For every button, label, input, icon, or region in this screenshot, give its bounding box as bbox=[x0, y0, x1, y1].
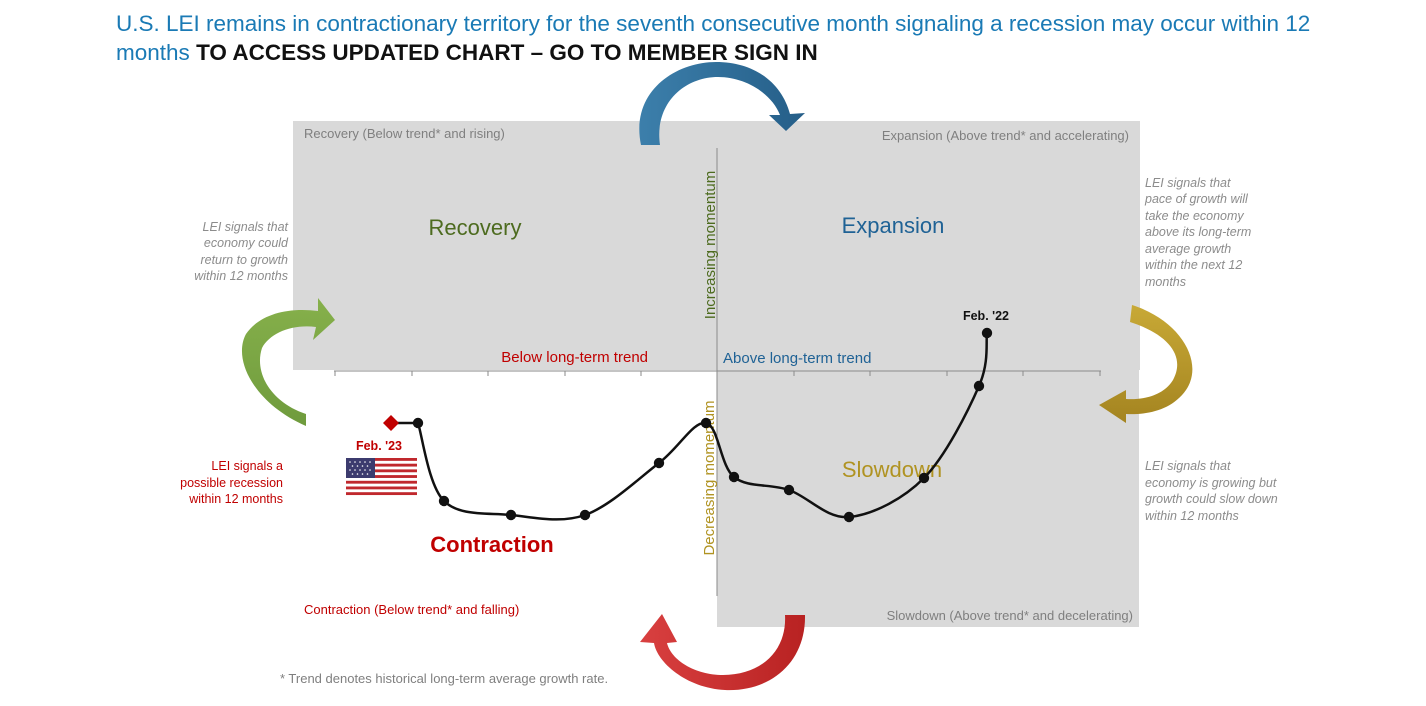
note-line: economy is growing but bbox=[1145, 476, 1277, 490]
us-flag-icon bbox=[346, 458, 417, 496]
lei-data-point bbox=[918, 472, 930, 484]
contraction-label: Contraction bbox=[430, 532, 553, 557]
note-line: economy could bbox=[204, 236, 289, 250]
end-label: Feb. '23 bbox=[356, 439, 402, 453]
lei-data-point bbox=[728, 471, 740, 483]
chart-title: U.S. LEI remains in contractionary terri… bbox=[116, 9, 1366, 67]
note-line: above its long-term bbox=[1145, 225, 1251, 239]
note-line: average growth bbox=[1145, 242, 1231, 256]
lei-data-point bbox=[973, 380, 985, 392]
above-trend-label: Above long-term trend bbox=[723, 350, 871, 367]
note-line: LEI signals that bbox=[1145, 176, 1231, 190]
footnote: * Trend denotes historical long-term ave… bbox=[280, 671, 608, 686]
contraction-arrow-icon bbox=[640, 614, 806, 691]
note-line: possible recession bbox=[180, 476, 283, 490]
lei-data-point bbox=[438, 495, 450, 507]
lei-data-point bbox=[579, 509, 591, 521]
contraction-caption: Contraction (Below trend* and falling) bbox=[304, 602, 519, 617]
recovery-caption: Recovery (Below trend* and rising) bbox=[304, 126, 505, 141]
axis-tick-marks bbox=[334, 371, 1101, 376]
note-line: within 12 months bbox=[194, 269, 288, 283]
lei-cycle-path bbox=[391, 332, 989, 521]
note-line: growth could slow down bbox=[1145, 492, 1278, 506]
recovery-quadrant bbox=[293, 121, 717, 370]
lei-data-point bbox=[653, 457, 665, 469]
note-line: return to growth bbox=[200, 253, 288, 267]
lei-data-point bbox=[843, 511, 855, 523]
note-line: LEI signals that bbox=[1145, 459, 1231, 473]
lei-data-point bbox=[700, 417, 712, 429]
recovery-label: Recovery bbox=[429, 215, 522, 240]
expansion-label: Expansion bbox=[842, 213, 945, 238]
note-line: LEI signals that bbox=[203, 220, 289, 234]
recovery-arrow-icon bbox=[241, 298, 335, 426]
expansion-quadrant bbox=[717, 121, 1140, 370]
start-label: Feb. '22 bbox=[963, 309, 1009, 323]
expansion-caption: Expansion (Above trend* and accelerating… bbox=[882, 128, 1129, 143]
current-reading-diamond-icon bbox=[383, 415, 399, 431]
decreasing-momentum-label: Decreasing momentum bbox=[701, 400, 718, 555]
recovery-note: LEI signals that economy could return to… bbox=[194, 220, 289, 283]
recession-note: LEI signals a possible recession within … bbox=[180, 459, 283, 506]
slowdown-arrow-icon bbox=[1099, 305, 1193, 423]
note-line: within the next 12 bbox=[1145, 258, 1242, 272]
increasing-momentum-label: Increasing momentum bbox=[702, 171, 719, 319]
slowdown-caption: Slowdown (Above trend* and decelerating) bbox=[887, 608, 1133, 623]
lei-data-point bbox=[412, 417, 424, 429]
expansion-note: LEI signals that pace of growth will tak… bbox=[1144, 176, 1251, 289]
lei-data-point bbox=[505, 509, 517, 521]
slowdown-note: LEI signals that economy is growing but … bbox=[1145, 459, 1278, 523]
note-line: within 12 months bbox=[188, 492, 283, 506]
note-line: pace of growth will bbox=[1144, 192, 1249, 206]
note-line: months bbox=[1145, 275, 1186, 289]
note-line: LEI signals a bbox=[211, 459, 283, 473]
note-line: take the economy bbox=[1145, 209, 1244, 223]
lei-data-point bbox=[783, 484, 795, 496]
note-line: within 12 months bbox=[1145, 509, 1239, 523]
slowdown-quadrant bbox=[717, 370, 1139, 627]
below-trend-label: Below long-term trend bbox=[501, 349, 648, 366]
title-text: U.S. LEI remains in contractionary terri… bbox=[116, 11, 1311, 65]
expansion-arrow-icon bbox=[639, 62, 805, 145]
member-sign-in-callout[interactable]: TO ACCESS UPDATED CHART – GO TO MEMBER S… bbox=[196, 40, 818, 65]
lei-data-point bbox=[981, 327, 993, 339]
